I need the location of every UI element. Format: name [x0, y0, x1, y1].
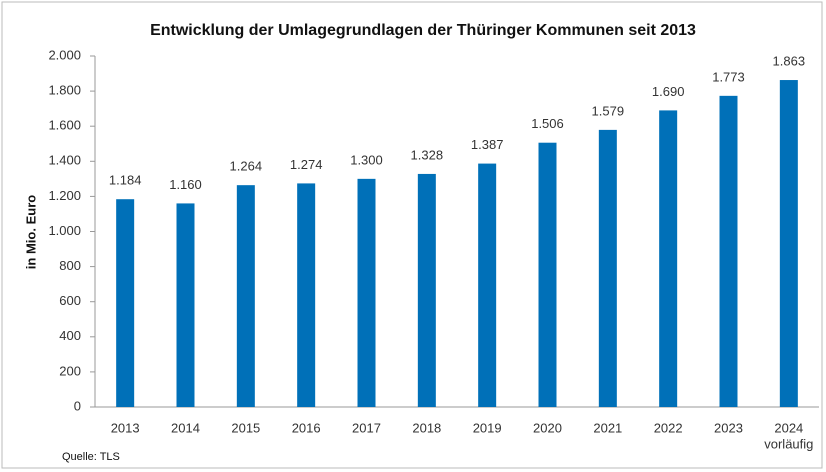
y-axis-label: in Mio. Euro — [23, 195, 38, 269]
chart-title: Entwicklung der Umlagegrundlagen der Thü… — [150, 22, 696, 39]
x-tick-label: 2016 — [292, 420, 321, 435]
data-label: 1.863 — [773, 53, 806, 68]
data-label: 1.264 — [230, 159, 263, 174]
x-tick-label: 2021 — [593, 420, 622, 435]
bar — [417, 173, 436, 407]
y-tick-label: 600 — [59, 293, 81, 308]
bar — [478, 163, 497, 407]
data-label: 1.328 — [411, 147, 444, 162]
y-tick-label: 1.600 — [48, 118, 81, 133]
x-tick-label: 2023 — [714, 420, 743, 435]
y-tick-label: 1.000 — [48, 223, 81, 238]
bar — [779, 80, 798, 407]
y-tick-label: 1.400 — [48, 153, 81, 168]
y-tick-label: 200 — [59, 363, 81, 378]
bar — [598, 129, 617, 407]
data-label: 1.274 — [290, 157, 323, 172]
bar — [116, 199, 135, 407]
x-tick-label: 2024 — [774, 420, 803, 435]
data-label: 1.300 — [350, 152, 383, 167]
x-tick-label: 2018 — [412, 420, 441, 435]
bar — [297, 183, 316, 407]
data-label: 1.387 — [471, 137, 504, 152]
data-label: 1.690 — [652, 84, 685, 99]
data-label: 1.160 — [169, 177, 202, 192]
y-tick-label: 1.800 — [48, 83, 81, 98]
x-tick-label: 2022 — [654, 420, 683, 435]
y-tick-label: 0 — [74, 398, 81, 413]
bar — [236, 185, 255, 407]
bar — [719, 95, 738, 407]
bar — [538, 142, 557, 407]
y-tick-label: 400 — [59, 328, 81, 343]
source: Quelle: TLS — [62, 451, 120, 463]
x-tick-label: 2017 — [352, 420, 381, 435]
data-label: 1.184 — [109, 173, 142, 188]
y-tick-label: 1.200 — [48, 188, 81, 203]
x-tick-note: vorläufig — [764, 436, 813, 451]
x-tick-label: 2015 — [231, 420, 260, 435]
data-label: 1.506 — [531, 116, 564, 131]
x-tick-label: 2020 — [533, 420, 562, 435]
bar — [357, 178, 376, 407]
data-label: 1.579 — [592, 103, 625, 118]
bar — [659, 110, 678, 407]
x-tick-label: 2014 — [171, 420, 200, 435]
bar — [176, 203, 195, 407]
data-label: 1.773 — [712, 69, 745, 84]
y-tick-label: 2.000 — [48, 47, 81, 62]
x-tick-label: 2019 — [473, 420, 502, 435]
x-tick-label: 2013 — [111, 420, 140, 435]
y-tick-label: 800 — [59, 258, 81, 273]
